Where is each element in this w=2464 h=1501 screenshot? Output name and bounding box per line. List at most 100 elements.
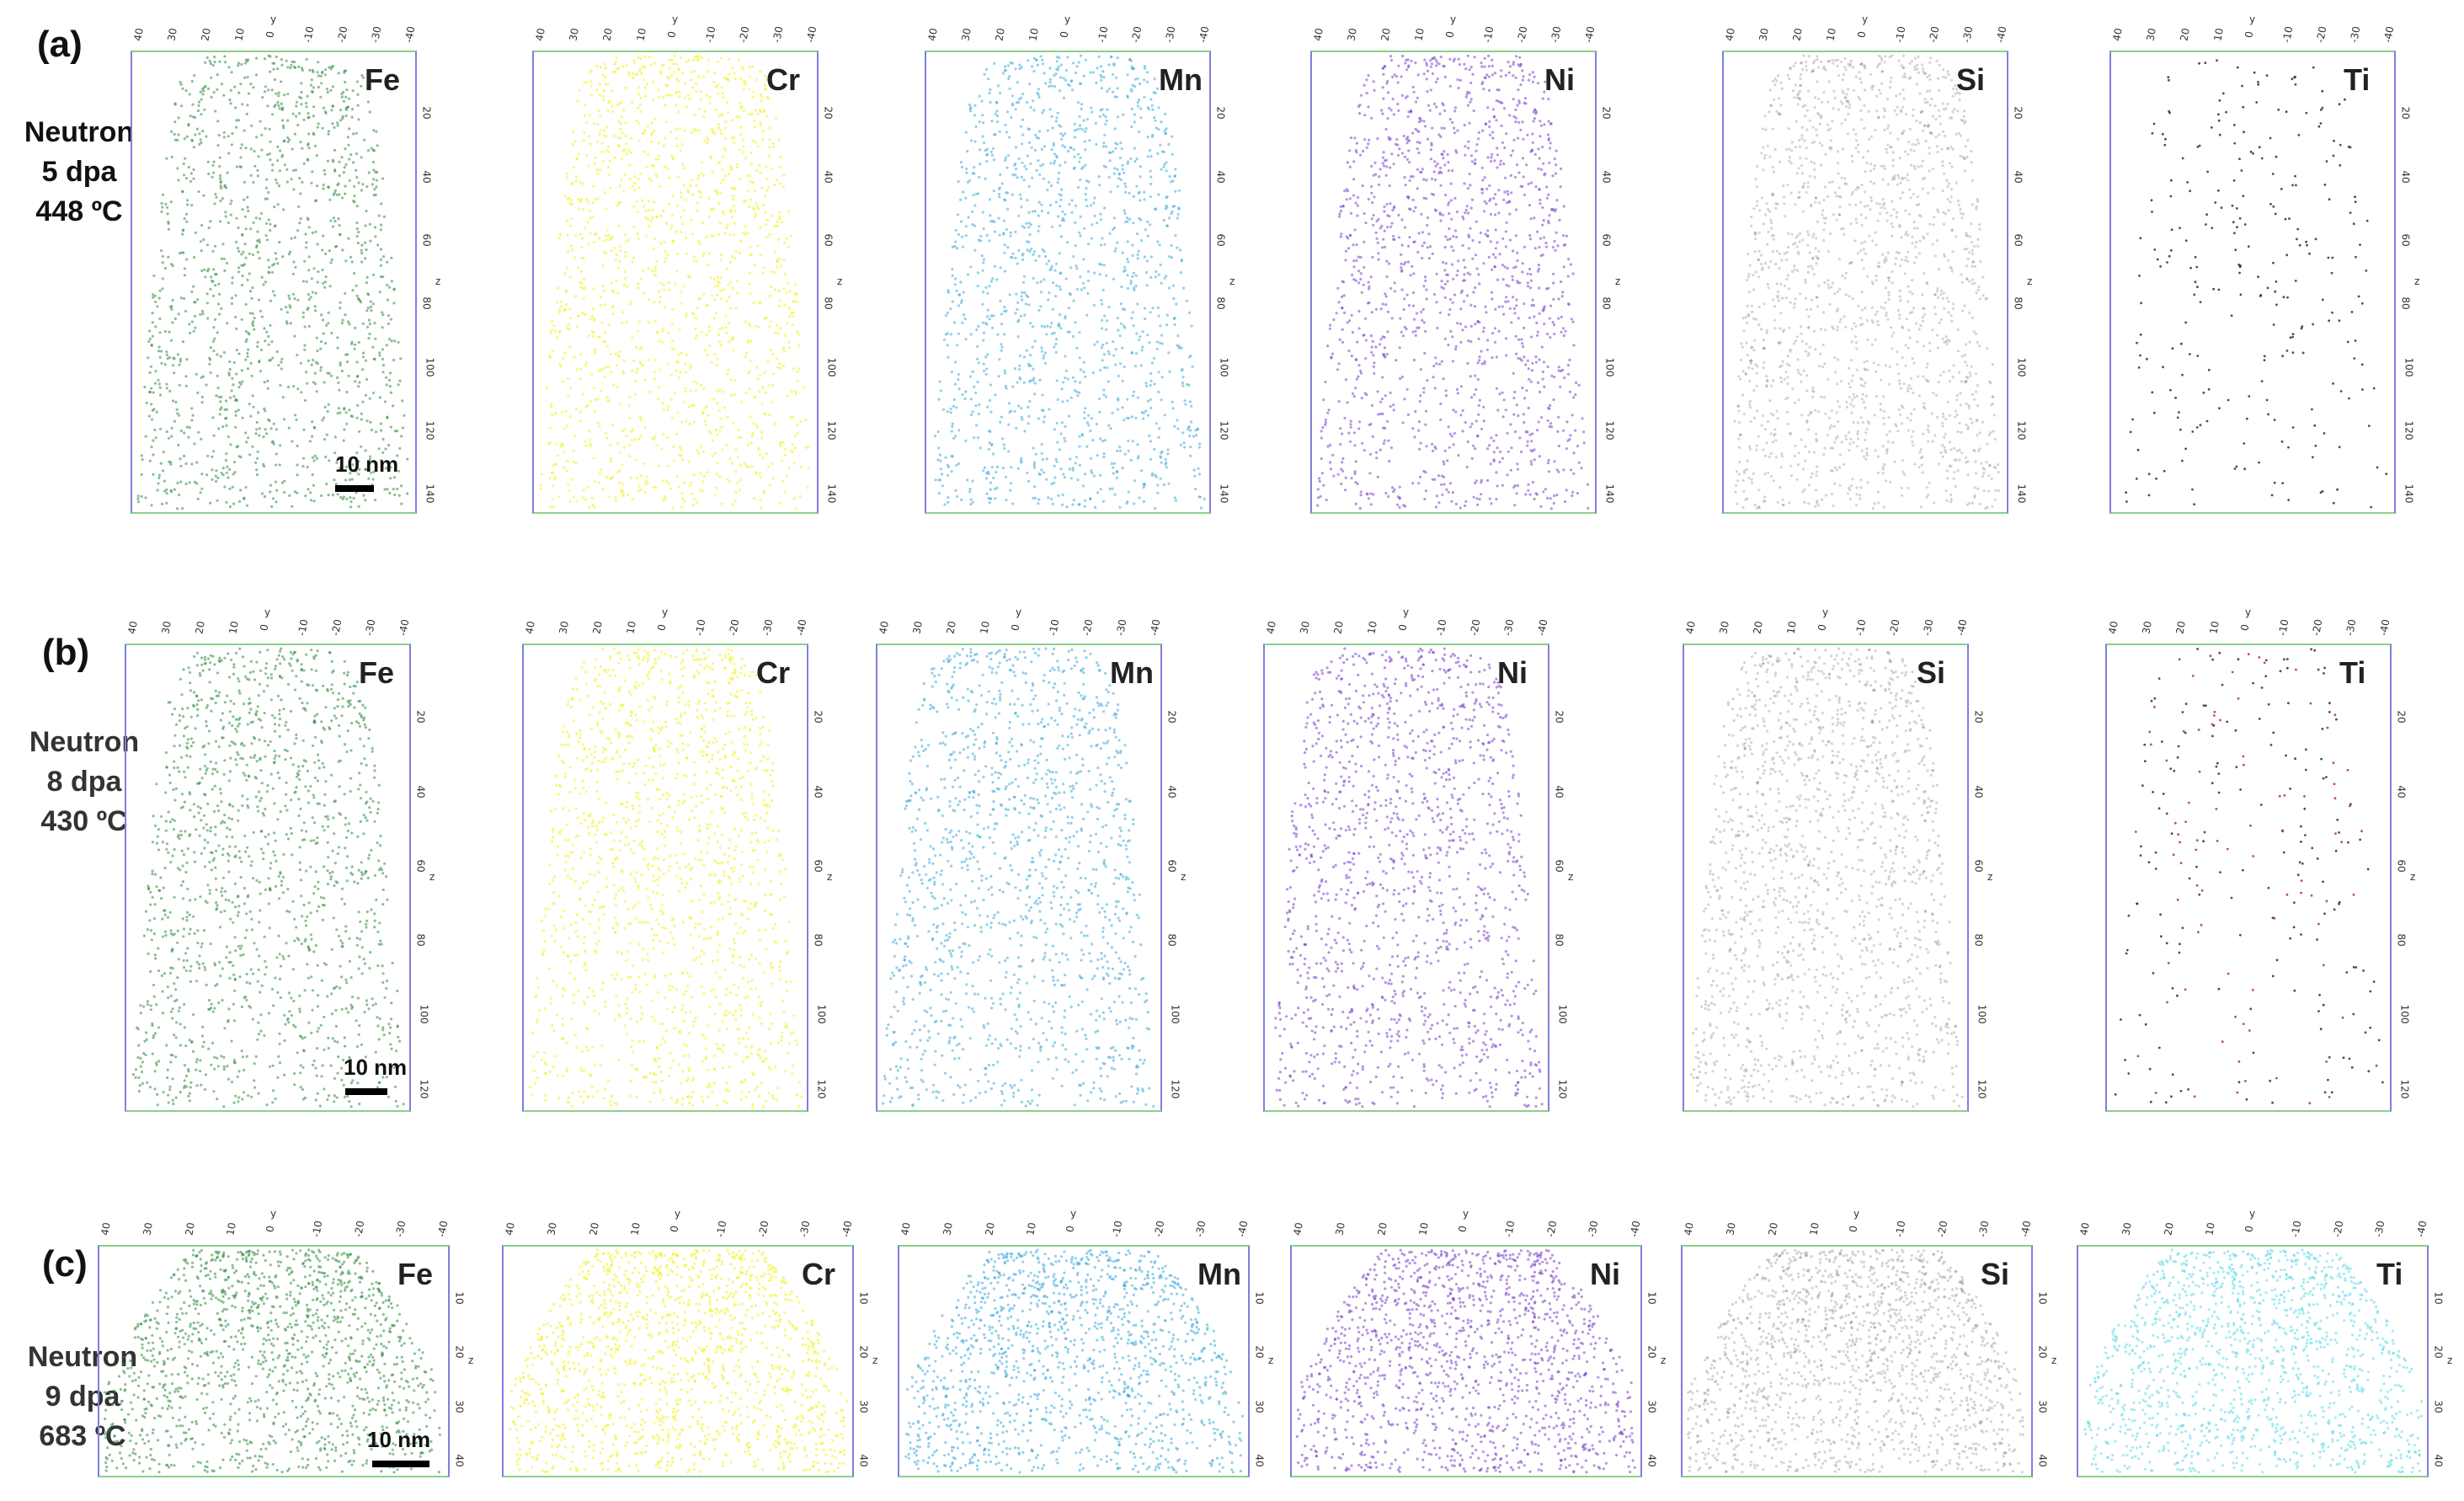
z-tick-label: 20 — [1254, 1346, 1266, 1359]
x-tick-label: 10 — [227, 620, 240, 634]
x-tick-label: -10 — [310, 1220, 324, 1238]
bounding-box — [2109, 51, 2396, 514]
row-b-condition-line2: 8 dpa — [17, 762, 152, 802]
x-tick-label: -40 — [1582, 25, 1597, 44]
x-tick-label: 0 — [1064, 1225, 1076, 1233]
row-a-condition: Neutron 5 dpa 448 ºC — [12, 113, 147, 232]
x-tick-label: -30 — [760, 618, 775, 637]
x-axis-label: y — [672, 13, 678, 25]
z-tick-label: 40 — [2433, 1454, 2445, 1466]
atom-map-a-ni: 40 30 20 10 0 -10 -20 -30 -40 y 20 40 60 80 100 120 140 z… — [1310, 13, 1656, 531]
x-tick-label: 40 — [2106, 620, 2120, 634]
x-tick-label: -20 — [1468, 618, 1482, 637]
z-tick-label: 10 — [454, 1292, 466, 1305]
atom-cloud — [904, 1248, 1245, 1474]
z-tick-label: 140 — [1603, 484, 1615, 504]
z-tick-label: 20 — [1601, 107, 1613, 120]
x-tick-label: 10 — [2211, 27, 2225, 41]
atom-map-a-ti: 40 30 20 10 0 -10 -20 -30 -40 y 20 40 60 80 100 120 140 z… — [2109, 13, 2455, 531]
x-tick-label: -20 — [1935, 1220, 1949, 1238]
atom-cloud — [1687, 1248, 2024, 1474]
x-tick-label: 40 — [523, 620, 536, 634]
bounding-box — [898, 1245, 1250, 1477]
element-label-si: Si — [1956, 62, 1985, 98]
z-tick-label: 20 — [1973, 711, 1985, 724]
z-tick-label: 60 — [823, 233, 835, 246]
x-tick-label: 30 — [2120, 1221, 2133, 1236]
bounding-box — [876, 644, 1162, 1112]
x-axis-label: y — [675, 1208, 680, 1220]
z-tick-label: 120 — [1556, 1079, 1568, 1098]
x-tick-label: 30 — [545, 1221, 558, 1236]
z-tick-label: 60 — [2400, 233, 2412, 246]
x-tick-label: 30 — [2140, 620, 2153, 634]
scale-bar — [372, 1461, 429, 1467]
z-axis-label: z — [1229, 275, 1235, 287]
x-tick-label: 0 — [1058, 30, 1070, 39]
z-tick-label: 120 — [2015, 421, 2027, 441]
x-tick-label: 20 — [1375, 1221, 1389, 1236]
x-tick-label: -10 — [301, 25, 316, 44]
atom-cloud — [136, 54, 409, 510]
x-tick-label: -40 — [1148, 618, 1162, 637]
x-tick-label: 20 — [1751, 620, 1764, 634]
z-axis-label: z — [2410, 871, 2415, 883]
z-axis-label: z — [837, 275, 842, 287]
x-tick-label: 40 — [925, 27, 939, 41]
z-axis-label: z — [1568, 871, 1573, 883]
bounding-box — [1722, 51, 2008, 514]
x-tick-label: -20 — [1129, 25, 1144, 44]
x-tick-label: 40 — [1682, 1221, 1695, 1236]
atom-map-a-mn: 40 30 20 10 0 -10 -20 -30 -40 y 20 40 60 80 100 120 140 z… — [925, 13, 1270, 531]
z-tick-label: 80 — [1973, 933, 1985, 946]
z-tick-label: 60 — [1973, 859, 1985, 872]
x-tick-label: 30 — [910, 620, 924, 634]
x-tick-label: -30 — [1193, 1220, 1208, 1238]
x-tick-label: 40 — [99, 1221, 112, 1236]
z-tick-label: 60 — [1166, 859, 1178, 872]
x-tick-label: 20 — [600, 27, 614, 41]
x-tick-label: -40 — [2414, 1220, 2429, 1238]
x-tick-label: -20 — [2314, 25, 2328, 44]
x-tick-label: 0 — [2243, 30, 2255, 39]
z-tick-label: 120 — [424, 421, 435, 441]
z-tick-label: 40 — [2396, 785, 2408, 798]
z-axis-label: z — [435, 275, 440, 287]
scale-bar-label: 10 nm — [344, 1055, 407, 1081]
x-axis-label: y — [2249, 13, 2255, 25]
z-tick-label: 60 — [415, 859, 427, 872]
z-tick-label: 80 — [415, 933, 427, 946]
x-tick-label: 0 — [2238, 623, 2251, 632]
bounding-box — [2105, 644, 2392, 1112]
x-tick-label: 20 — [1766, 1221, 1779, 1236]
scale-bar-label: 10 nm — [335, 451, 398, 478]
x-tick-label: 30 — [959, 27, 973, 41]
z-tick-label: 20 — [2400, 107, 2412, 120]
atom-cloud — [1274, 647, 1544, 1108]
x-tick-label: 0 — [1847, 1225, 1859, 1233]
z-tick-label: 40 — [2400, 170, 2412, 183]
bounding-box — [131, 51, 417, 514]
x-tick-label: 10 — [978, 620, 991, 634]
z-tick-label: 60 — [2013, 233, 2024, 246]
x-tick-label: 40 — [1311, 27, 1325, 41]
element-label-ti: Ti — [2339, 655, 2365, 691]
bounding-box — [125, 644, 411, 1112]
x-tick-label: -10 — [1096, 25, 1110, 44]
atom-map-c-fe: 40 30 20 10 0 -10 -20 -30 -40 y 10 20 30 40 z Fe — [98, 1208, 509, 1494]
z-tick-label: 120 — [2398, 1079, 2410, 1098]
z-tick-label: 140 — [825, 484, 837, 504]
x-tick-label: -20 — [1927, 25, 1941, 44]
x-tick-label: -20 — [2310, 618, 2324, 637]
z-tick-label: 80 — [1215, 297, 1227, 310]
row-a-condition-line1: Neutron — [12, 113, 147, 152]
x-tick-label: -30 — [1586, 1220, 1600, 1238]
x-tick-label: 30 — [165, 27, 179, 41]
z-tick-label: 40 — [2037, 1454, 2049, 1466]
x-tick-label: 40 — [533, 27, 547, 41]
x-tick-label: -30 — [1976, 1220, 1991, 1238]
x-tick-label: -10 — [1893, 1220, 1907, 1238]
bounding-box — [502, 1245, 854, 1477]
z-tick-label: 40 — [813, 785, 824, 798]
atom-cloud — [1316, 54, 1590, 510]
